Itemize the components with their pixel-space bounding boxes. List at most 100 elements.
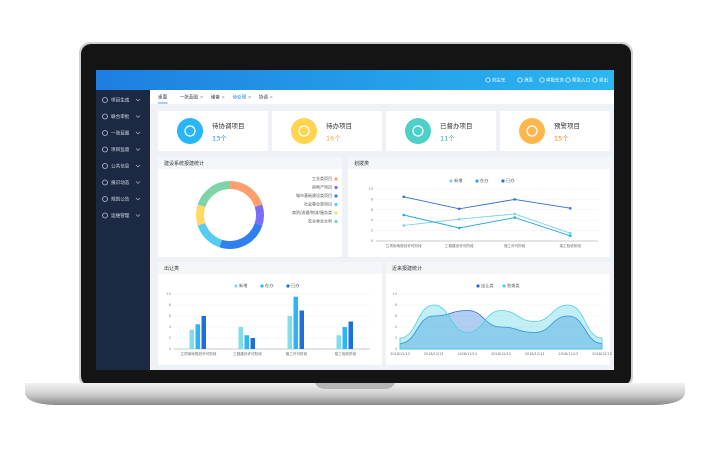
legend-swatch [334, 185, 338, 190]
line-point [457, 207, 461, 211]
line-point [513, 212, 517, 216]
x-tick-label: 工程建设许可阶段 [445, 243, 474, 248]
legend-label: 已办 [291, 282, 299, 289]
y-tick-label: 10 [166, 292, 171, 296]
legend-swatch [234, 284, 238, 288]
card-count: 15个 [554, 135, 569, 143]
card [272, 111, 382, 151]
y-tick-label: 0 [169, 347, 172, 351]
y-tick-label: 4 [395, 325, 398, 329]
menu-item[interactable]: 报识动态 [111, 179, 130, 186]
legend-label: 农业林业水利 [308, 218, 332, 224]
x-tick-label: 2018/12/13 [491, 352, 511, 356]
x-tick-label: 施工许可阶段 [286, 351, 308, 356]
menu-item[interactable]: 规划公告 [111, 196, 130, 203]
y-tick-label: 4 [371, 218, 374, 222]
menu-icon [102, 113, 108, 120]
legend-label: 在办 [265, 282, 273, 289]
line-point [402, 213, 406, 217]
legend-label: 社会事业类项目 [304, 201, 332, 207]
card-icon-mark [184, 125, 196, 137]
panel-title: 出让类 [164, 265, 179, 272]
panel-title: 建设系统报建统计 [164, 160, 204, 167]
legend-swatch [475, 179, 479, 183]
legend-swatch [501, 179, 505, 183]
panel-header [348, 157, 610, 169]
area-series [399, 304, 603, 350]
menu-item[interactable]: 公共信息 [111, 163, 130, 170]
menu-icon [102, 163, 108, 169]
legend-label: 商贸/流通/物流/服务类 [292, 209, 332, 215]
header-link[interactable]: 帮助入口 [572, 77, 590, 84]
card-title: 已督办项目 [440, 121, 473, 130]
card-icon [519, 118, 545, 144]
bar [287, 316, 292, 349]
x-tick-label: 立项用地规划许可阶段 [386, 243, 422, 248]
x-tick-label: 2018/12/13 [458, 352, 478, 356]
x-tick-label: 竣工验收阶段 [559, 243, 581, 248]
panel-title: 近来报建统计 [392, 265, 422, 272]
menu-icon [102, 196, 108, 202]
header-link[interactable]: 消息 [524, 77, 533, 84]
y-tick-label: 6 [395, 314, 398, 318]
legend-swatch [502, 284, 506, 288]
tab[interactable]: 待处理 [232, 94, 246, 101]
legend-label: 划拨类 [507, 282, 520, 289]
menu-item[interactable]: 项目生成 [111, 97, 130, 104]
tab[interactable]: 桌面 [158, 94, 168, 101]
area-series [399, 310, 603, 350]
legend-swatch [334, 177, 338, 181]
y-tick-label: 8 [169, 303, 172, 307]
line-series [403, 213, 571, 234]
card-title: 待协调项目 [212, 121, 245, 130]
menu-item[interactable]: 联合审批 [111, 113, 130, 120]
tab-close: × [221, 95, 225, 101]
legend-swatch [476, 284, 480, 288]
user-icon [485, 77, 491, 83]
bar [250, 338, 255, 349]
legend-swatch [260, 284, 264, 288]
legend-swatch [334, 219, 338, 224]
bar [195, 324, 200, 349]
y-tick-label: 2 [169, 336, 171, 340]
tab[interactable]: 储备 [211, 94, 221, 101]
bar [189, 329, 194, 349]
bar [342, 327, 347, 349]
line-point [513, 216, 517, 219]
menu-item[interactable]: 一张蓝图 [111, 130, 130, 137]
card [500, 111, 610, 151]
card-title: 待办项目 [326, 121, 352, 130]
menu-item[interactable]: 运维管理 [111, 212, 130, 219]
header-icon [539, 77, 545, 83]
bar [244, 335, 249, 349]
header-icon [592, 77, 598, 83]
card-icon-mark [298, 125, 310, 137]
donut-slice [219, 223, 263, 249]
legend-label: 工业类项目 [312, 175, 332, 181]
tab-close: × [248, 95, 252, 101]
x-tick-label: 2018/12/13 [390, 352, 410, 356]
menu-icon [102, 212, 108, 219]
tab[interactable]: 协调 [259, 94, 269, 101]
x-tick-label: 立项用地规划许可阶段 [181, 351, 217, 356]
panel [158, 262, 382, 365]
panel-header [158, 157, 342, 169]
card-icon-mark [526, 125, 538, 137]
card-icon [405, 118, 431, 144]
y-tick-label: 0 [371, 239, 374, 243]
line-series [403, 214, 571, 237]
header-link[interactable]: 审批任务 [546, 77, 564, 84]
bar [238, 327, 243, 349]
y-tick-label: 6 [169, 314, 172, 318]
legend-swatch [449, 179, 453, 183]
legend-swatch [286, 284, 290, 288]
y-tick-label: 8 [371, 197, 374, 201]
donut-slice [230, 181, 263, 207]
line-point [402, 224, 406, 227]
x-tick-label: 2018/12/13 [424, 352, 444, 356]
tab[interactable]: 一张蓝图 [180, 94, 199, 101]
header-link[interactable]: 退出 [599, 77, 608, 84]
menu-item[interactable]: 项目监督 [111, 146, 130, 153]
top-bar [96, 70, 614, 90]
menu-caret [135, 98, 141, 102]
